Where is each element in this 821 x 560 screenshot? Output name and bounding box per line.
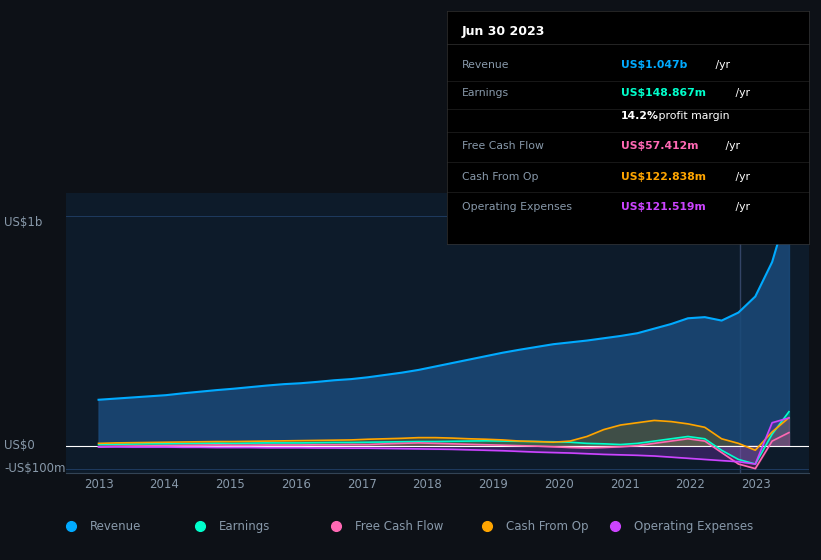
- Text: Operating Expenses: Operating Expenses: [462, 202, 572, 212]
- Text: /yr: /yr: [732, 88, 750, 98]
- Text: US$57.412m: US$57.412m: [621, 141, 699, 151]
- Text: US$1b: US$1b: [4, 216, 43, 229]
- Text: /yr: /yr: [722, 141, 740, 151]
- Text: 14.2%: 14.2%: [621, 111, 658, 121]
- Text: Operating Expenses: Operating Expenses: [634, 520, 753, 533]
- Text: Cash From Op: Cash From Op: [462, 171, 539, 181]
- Text: Earnings: Earnings: [218, 520, 270, 533]
- Text: US$0: US$0: [4, 439, 34, 452]
- Text: /yr: /yr: [732, 202, 750, 212]
- Text: US$1.047b: US$1.047b: [621, 60, 687, 70]
- Text: Jun 30 2023: Jun 30 2023: [462, 25, 545, 38]
- Text: Earnings: Earnings: [462, 88, 509, 98]
- Text: US$121.519m: US$121.519m: [621, 202, 705, 212]
- Text: US$122.838m: US$122.838m: [621, 171, 706, 181]
- Text: -US$100m: -US$100m: [4, 462, 66, 475]
- Text: Revenue: Revenue: [462, 60, 509, 70]
- Text: /yr: /yr: [712, 60, 730, 70]
- Text: /yr: /yr: [732, 171, 750, 181]
- Text: Cash From Op: Cash From Op: [506, 520, 588, 533]
- Text: profit margin: profit margin: [655, 111, 730, 121]
- Text: Free Cash Flow: Free Cash Flow: [462, 141, 544, 151]
- Text: US$148.867m: US$148.867m: [621, 88, 706, 98]
- Text: Free Cash Flow: Free Cash Flow: [355, 520, 443, 533]
- Text: Revenue: Revenue: [90, 520, 141, 533]
